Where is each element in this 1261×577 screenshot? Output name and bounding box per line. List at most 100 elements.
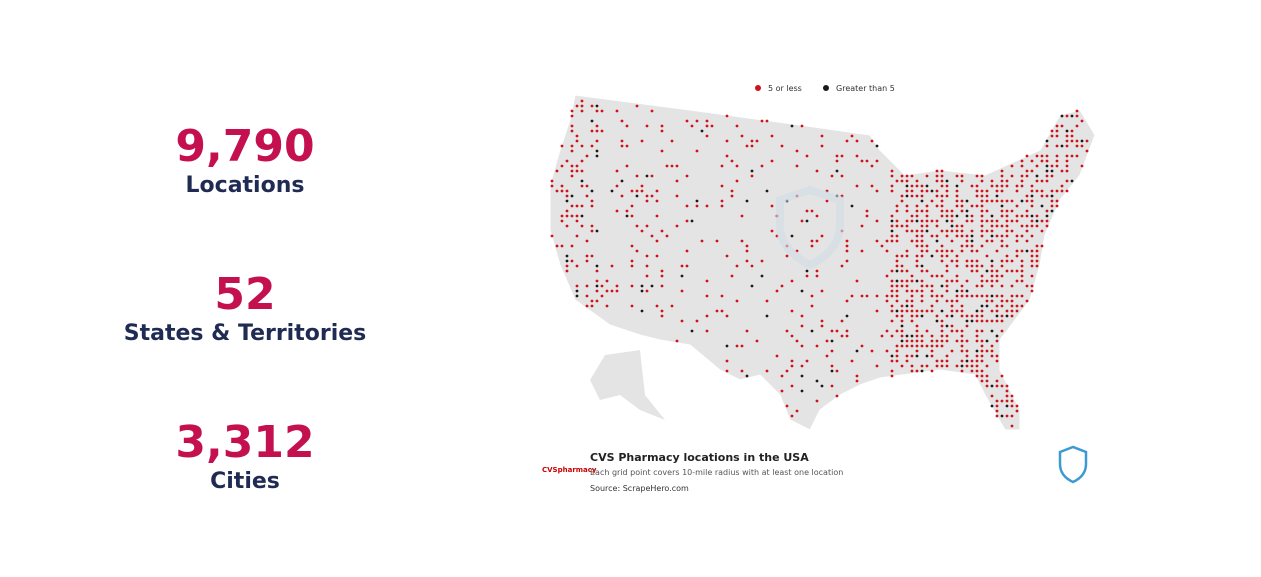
location-dot — [920, 244, 924, 248]
location-dot — [1050, 164, 1054, 168]
location-dot — [720, 184, 724, 188]
location-dot — [980, 234, 984, 238]
location-dot — [940, 254, 944, 258]
location-dot — [865, 214, 869, 218]
location-dot — [960, 359, 964, 363]
location-dot — [1030, 159, 1034, 163]
location-dot — [770, 134, 774, 138]
location-dot — [1000, 184, 1004, 188]
location-dot — [1030, 199, 1034, 203]
location-dot — [845, 314, 849, 318]
location-dot — [1005, 199, 1009, 203]
location-dot — [885, 274, 889, 278]
location-dot — [1020, 184, 1024, 188]
location-dot — [615, 169, 619, 173]
location-dot — [980, 209, 984, 213]
location-dot — [1015, 249, 1019, 253]
location-dot — [935, 179, 939, 183]
location-dot — [900, 269, 904, 273]
location-dot — [615, 284, 619, 288]
location-dot — [900, 224, 904, 228]
location-dot — [965, 339, 969, 343]
location-dot — [585, 304, 589, 308]
location-dot — [910, 294, 914, 298]
location-dot — [565, 264, 569, 268]
location-dot — [915, 339, 919, 343]
location-dot — [1065, 154, 1069, 158]
location-dot — [725, 114, 729, 118]
location-dot — [980, 374, 984, 378]
location-dot — [990, 214, 994, 218]
location-dot — [1040, 159, 1044, 163]
location-dot — [1030, 254, 1034, 258]
location-dot — [1035, 154, 1039, 158]
location-dot — [1045, 219, 1049, 223]
location-dot — [960, 224, 964, 228]
location-dot — [720, 199, 724, 203]
location-dot — [895, 314, 899, 318]
location-dot — [890, 354, 894, 358]
location-dot — [740, 214, 744, 218]
location-dot — [900, 284, 904, 288]
location-dot — [920, 294, 924, 298]
location-dot — [840, 174, 844, 178]
location-dot — [1025, 239, 1029, 243]
location-dot — [840, 334, 844, 338]
location-dot — [930, 189, 934, 193]
location-dot — [915, 344, 919, 348]
location-dot — [995, 379, 999, 383]
location-dot — [905, 339, 909, 343]
location-dot — [1045, 179, 1049, 183]
location-dot — [845, 299, 849, 303]
location-dot — [645, 199, 649, 203]
location-dot — [580, 204, 584, 208]
location-dot — [875, 294, 879, 298]
location-dot — [565, 259, 569, 263]
location-dot — [980, 319, 984, 323]
location-dot — [855, 374, 859, 378]
location-dot — [890, 224, 894, 228]
location-dot — [1035, 164, 1039, 168]
location-dot — [1000, 304, 1004, 308]
location-dot — [890, 294, 894, 298]
location-dot — [955, 204, 959, 208]
location-dot — [580, 179, 584, 183]
location-dot — [590, 224, 594, 228]
location-dot — [980, 349, 984, 353]
location-dot — [580, 109, 584, 113]
location-dot — [675, 164, 679, 168]
location-dot — [955, 264, 959, 268]
location-dot — [695, 149, 699, 153]
location-dot — [820, 234, 824, 238]
location-dot — [940, 334, 944, 338]
location-dot — [960, 294, 964, 298]
location-dot — [835, 154, 839, 158]
location-dot — [855, 279, 859, 283]
location-dot — [660, 314, 664, 318]
location-dot — [1000, 214, 1004, 218]
location-dot — [815, 269, 819, 273]
location-dot — [975, 334, 979, 338]
location-dot — [670, 164, 674, 168]
location-dot — [930, 199, 934, 203]
location-dot — [790, 279, 794, 283]
location-dot — [595, 229, 599, 233]
location-dot — [1015, 404, 1019, 408]
location-dot — [1000, 294, 1004, 298]
location-dot — [955, 259, 959, 263]
location-dot — [955, 234, 959, 238]
location-dot — [890, 189, 894, 193]
location-dot — [895, 354, 899, 358]
location-dot — [750, 169, 754, 173]
location-dot — [690, 329, 694, 333]
location-dot — [570, 194, 574, 198]
location-dot — [940, 184, 944, 188]
location-dot — [785, 254, 789, 258]
location-dot — [950, 224, 954, 228]
location-dot — [915, 349, 919, 353]
location-dot — [585, 184, 589, 188]
location-dot — [885, 349, 889, 353]
location-dot — [970, 214, 974, 218]
location-dot — [650, 284, 654, 288]
location-dot — [835, 369, 839, 373]
